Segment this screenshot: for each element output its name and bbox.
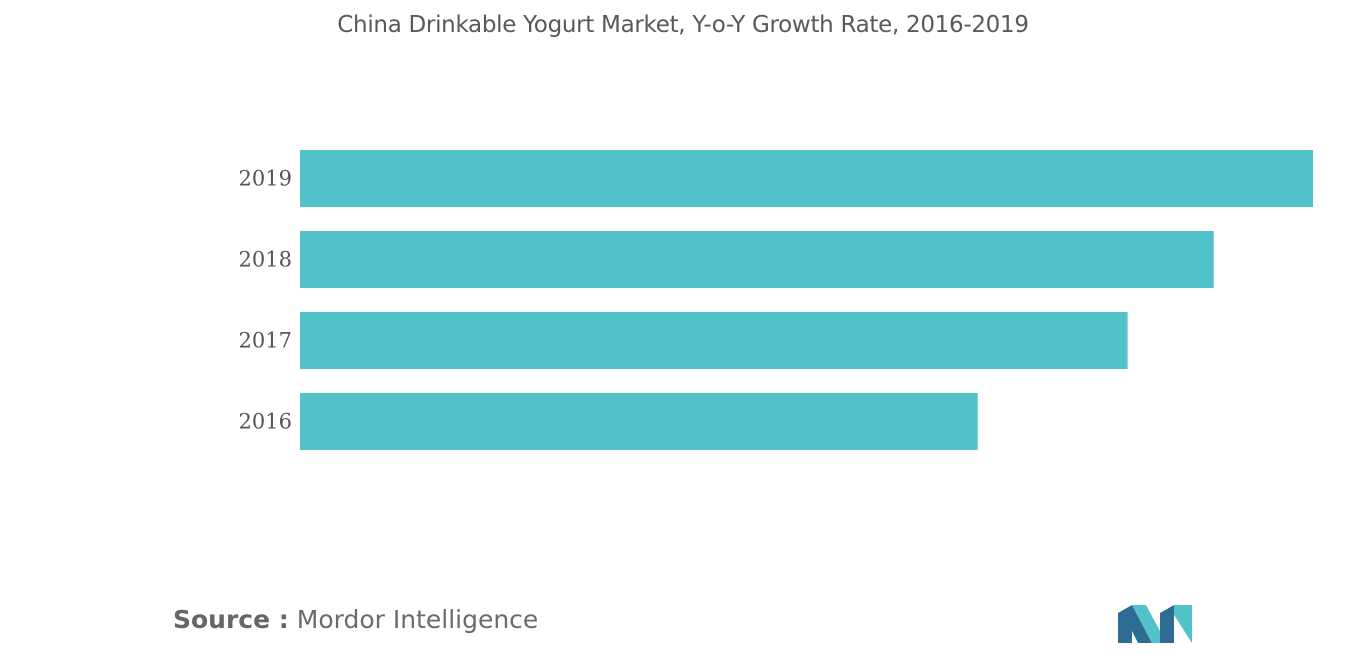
y-tick-labels: 2019 2018 2017 2016 bbox=[239, 167, 292, 434]
source-note: Source : Mordor Intelligence bbox=[173, 605, 538, 634]
y-tick-label-2018: 2018 bbox=[239, 248, 292, 272]
bars-group bbox=[300, 150, 1313, 450]
bar-2017 bbox=[300, 312, 1128, 369]
y-tick-label-2017: 2017 bbox=[239, 329, 292, 353]
source-label: Source : bbox=[173, 605, 289, 634]
source-text: Mordor Intelligence bbox=[296, 605, 539, 634]
y-tick-label-2016: 2016 bbox=[239, 410, 292, 434]
chart-title: China Drinkable Yogurt Market, Y-o-Y Gro… bbox=[337, 12, 1029, 38]
bar-2018 bbox=[300, 231, 1214, 288]
bar-chart: 2019 2018 2017 2016 bbox=[239, 150, 1313, 450]
y-tick-label-2019: 2019 bbox=[239, 167, 292, 191]
mordor-intelligence-logo-icon bbox=[1118, 605, 1192, 643]
bar-2019 bbox=[300, 150, 1313, 207]
bar-2016 bbox=[300, 393, 978, 450]
